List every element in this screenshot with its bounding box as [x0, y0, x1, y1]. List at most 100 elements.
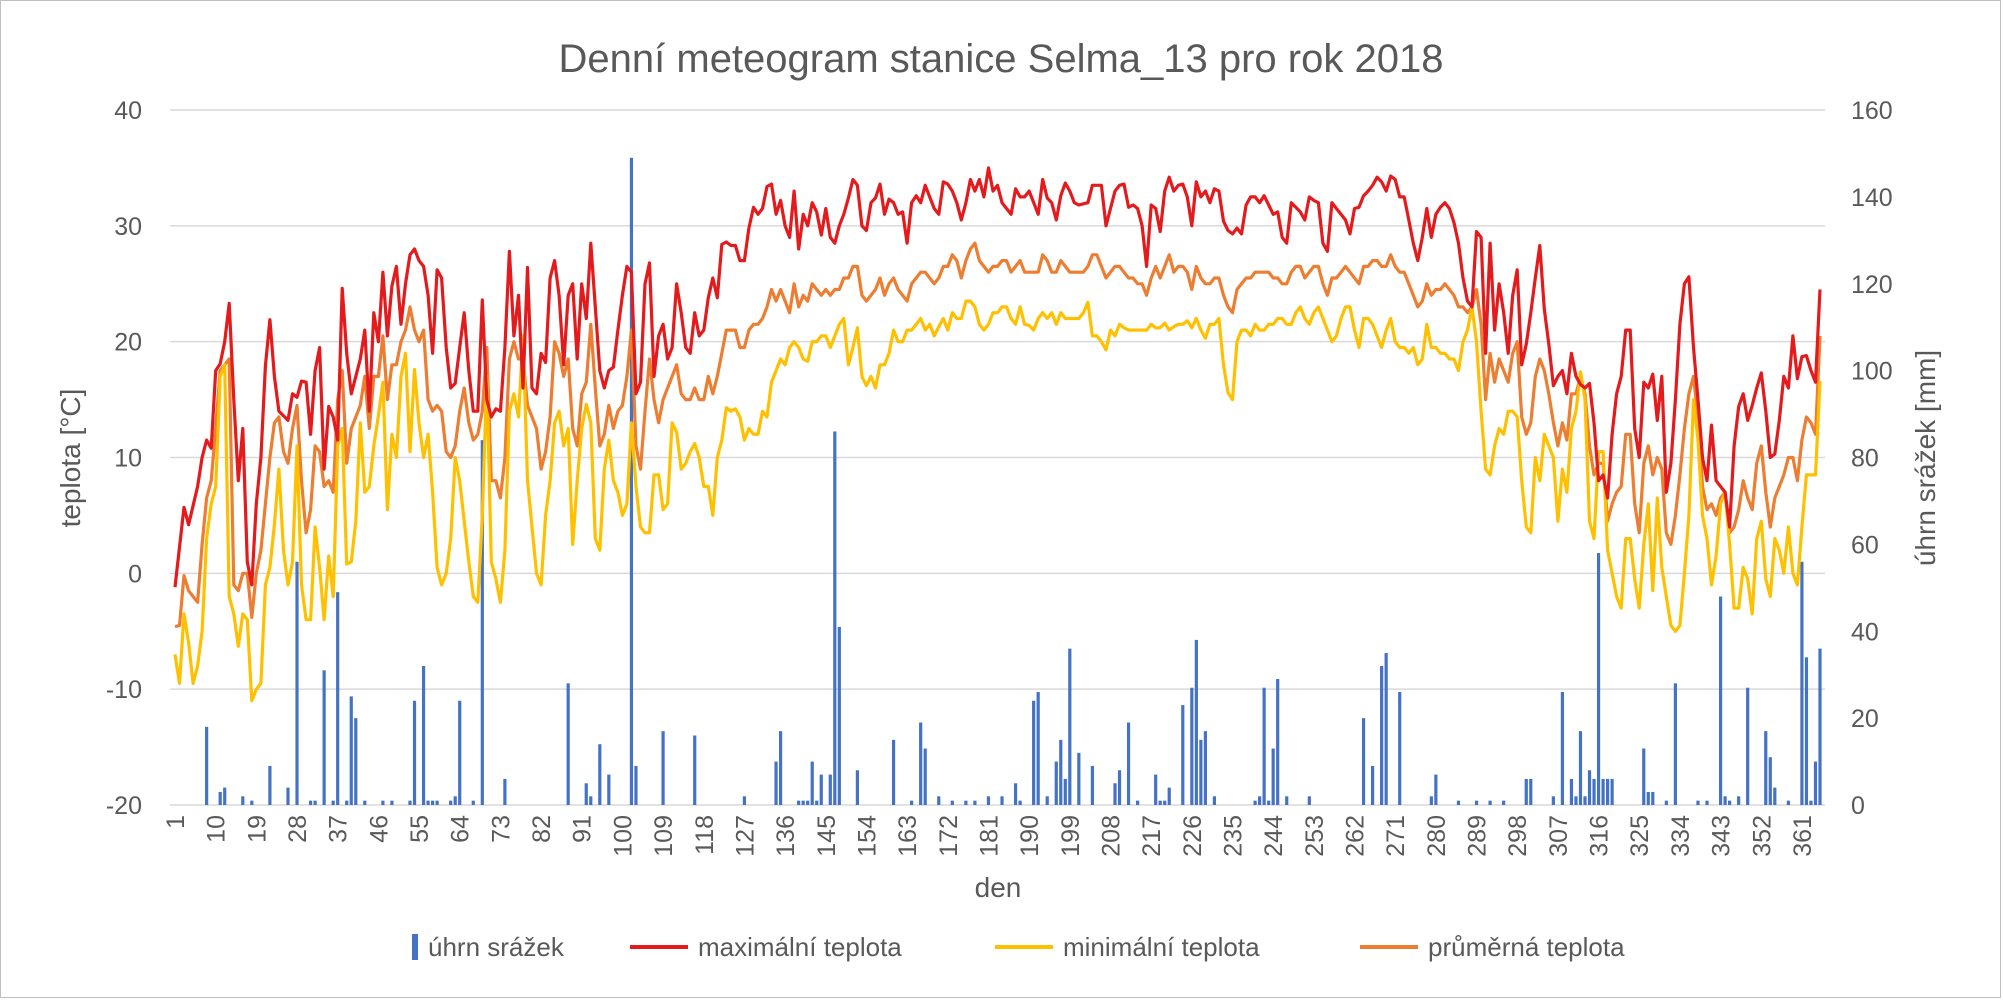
x-axis-title: den — [975, 872, 1022, 903]
x-tick-label: 199 — [1057, 815, 1085, 857]
precip-bar — [1723, 796, 1727, 805]
y-left-tick-label: -20 — [106, 792, 142, 820]
line-min-temperature — [173, 299, 1822, 703]
y-right-tick-label: 80 — [1851, 445, 1879, 473]
x-tick-label: 352 — [1748, 815, 1776, 857]
y-left-tick-label: 30 — [114, 213, 142, 241]
x-tick-label: 172 — [935, 815, 963, 857]
precip-bar — [1163, 800, 1167, 805]
precip-bar — [336, 592, 340, 805]
precip-bar — [1569, 778, 1574, 805]
x-tick-label: 82 — [528, 815, 556, 843]
precip-bar — [331, 800, 335, 805]
precip-bar — [806, 800, 810, 805]
precip-bar — [1502, 800, 1506, 805]
precip-bar — [1253, 800, 1257, 805]
x-tick-label: 10 — [203, 815, 231, 843]
precip-bar — [1203, 731, 1207, 805]
precip-bar — [1384, 652, 1388, 805]
precip-bar — [566, 683, 570, 805]
precip-bar — [1646, 791, 1650, 805]
precip-bar — [1262, 687, 1266, 805]
precip-bar — [1018, 800, 1022, 805]
precip-bar — [1551, 796, 1555, 805]
precip-bar — [1190, 687, 1194, 805]
precip-bar — [1524, 778, 1528, 805]
precip-bar — [1813, 761, 1818, 805]
legend-swatch — [412, 934, 418, 960]
precip-bar — [1199, 739, 1203, 805]
precip-bar — [1434, 774, 1438, 805]
x-tick-label: 46 — [365, 815, 393, 843]
precip-bar — [1135, 800, 1140, 805]
axis-ticks: -20 -10 0 10 20 30 40 0 20 40 60 80 100 120 140 160 1 10 1… — [106, 97, 1893, 857]
legend-label: maximální teplota — [698, 932, 902, 962]
precip-bar — [1474, 800, 1479, 805]
x-tick-label: 190 — [1016, 815, 1044, 857]
precip-bar — [412, 700, 417, 805]
precip-bar — [910, 800, 914, 805]
precip-bar — [1054, 761, 1058, 805]
x-tick-label: 55 — [406, 815, 434, 843]
precip-bar — [1154, 774, 1158, 805]
x-tick-label: 343 — [1708, 815, 1736, 857]
precip-bar — [1809, 800, 1813, 805]
x-tick-label: 244 — [1260, 815, 1288, 857]
y-right-tick-label: 20 — [1851, 705, 1879, 733]
precip-bar — [250, 800, 254, 805]
y-right-tick-label: 0 — [1851, 792, 1865, 820]
precip-bar — [1583, 796, 1587, 805]
precip-bar — [661, 731, 665, 805]
precip-bar — [937, 796, 941, 805]
y-left-tick-label: 20 — [114, 329, 142, 357]
precip-bar — [1529, 778, 1533, 805]
precip-bar — [1090, 765, 1095, 805]
precip-bar — [223, 787, 227, 805]
x-tick-label: 316 — [1586, 815, 1614, 857]
x-tick-label: 271 — [1382, 815, 1410, 857]
precip-bar — [480, 440, 484, 805]
precip-bar — [390, 800, 394, 805]
precip-bar — [449, 800, 453, 805]
chart-title: Denní meteogram stanice Selma_13 pro rok… — [559, 37, 1444, 81]
precip-bar — [1181, 705, 1185, 805]
x-tick-label: 109 — [650, 815, 678, 857]
precip-bar — [1800, 561, 1804, 805]
precip-bar — [1804, 657, 1809, 805]
precip-bar — [1746, 687, 1750, 805]
precip-bar — [349, 696, 353, 805]
x-tick-label: 118 — [691, 815, 719, 855]
precip-bar — [693, 735, 697, 805]
precip-bar — [1488, 800, 1492, 805]
precip-bar — [607, 774, 611, 805]
precip-bar — [973, 800, 977, 805]
precip-bar — [810, 761, 814, 805]
precip-bar — [589, 796, 593, 805]
precip-bar — [458, 700, 462, 805]
precip-bar — [1000, 796, 1004, 805]
x-tick-label: 262 — [1342, 815, 1370, 857]
precip-bar — [1705, 800, 1709, 805]
x-tick-label: 91 — [569, 815, 597, 843]
precip-bar — [1601, 778, 1605, 805]
precip-bar — [891, 739, 896, 805]
x-tick-label: 127 — [731, 815, 759, 857]
x-tick-label: 154 — [853, 815, 881, 857]
precip-bar — [1664, 800, 1668, 805]
precip-bar — [1370, 765, 1375, 805]
precip-bar — [268, 765, 272, 805]
x-tick-label: 64 — [447, 815, 475, 843]
precip-bar — [313, 800, 317, 805]
precip-bar — [819, 774, 823, 805]
legend-label: minimální teplota — [1063, 932, 1260, 962]
precip-bar — [1642, 748, 1646, 805]
x-tick-label: 19 — [243, 815, 271, 843]
precip-bar — [363, 800, 367, 805]
precip-bar — [308, 800, 313, 805]
precip-bar — [1036, 692, 1040, 805]
precip-bar — [1077, 752, 1081, 805]
precip-bar — [1063, 778, 1067, 805]
precip-bar — [1167, 787, 1171, 805]
x-tick-label: 208 — [1097, 815, 1125, 857]
